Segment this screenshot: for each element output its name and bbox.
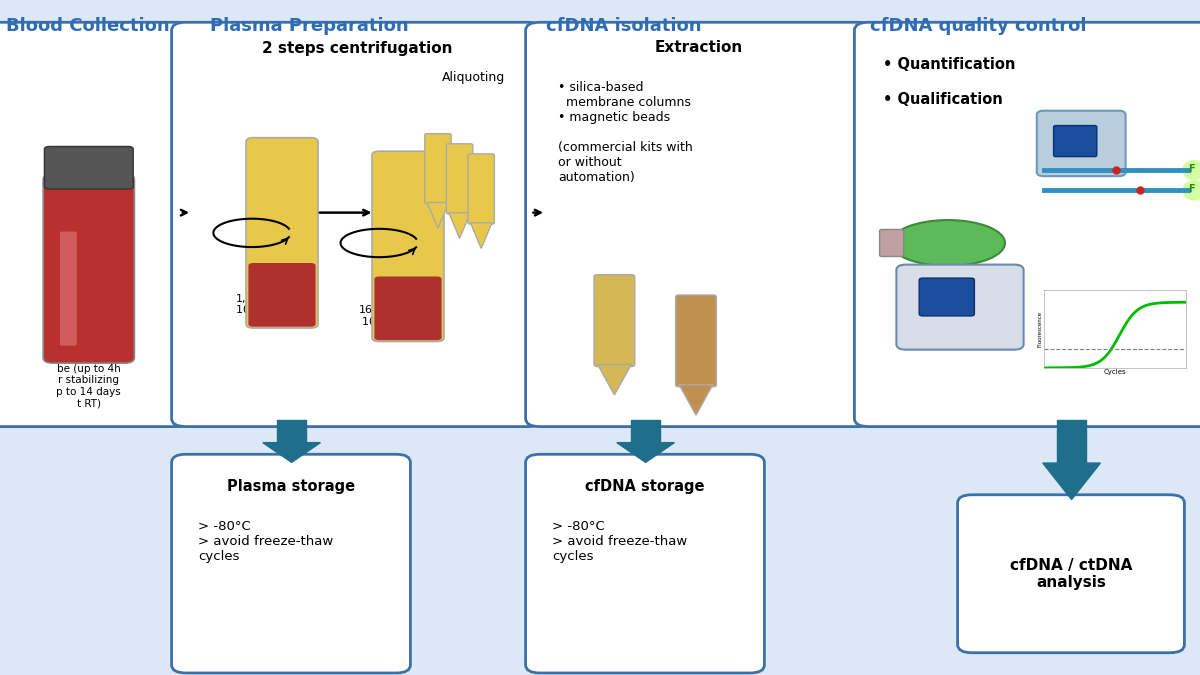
FancyBboxPatch shape: [880, 230, 904, 256]
Polygon shape: [277, 420, 306, 443]
Polygon shape: [263, 443, 320, 462]
FancyBboxPatch shape: [374, 277, 442, 340]
Text: Extraction: Extraction: [655, 40, 743, 55]
Text: > -80°C
> avoid freeze-thaw
cycles: > -80°C > avoid freeze-thaw cycles: [552, 520, 688, 563]
Polygon shape: [631, 420, 660, 443]
FancyBboxPatch shape: [896, 265, 1024, 350]
FancyBboxPatch shape: [446, 144, 473, 214]
Text: > -80°C
> avoid freeze-thaw
cycles: > -80°C > avoid freeze-thaw cycles: [198, 520, 334, 563]
Text: 16,000g
10 min: 16,000g 10 min: [359, 305, 404, 327]
Text: F: F: [1188, 164, 1195, 173]
Polygon shape: [1057, 420, 1086, 463]
FancyBboxPatch shape: [44, 146, 133, 189]
Text: • silica-based
  membrane columns
• magnetic beads

(commercial kits with
or wit: • silica-based membrane columns • magnet…: [558, 81, 692, 184]
FancyBboxPatch shape: [172, 22, 542, 427]
Ellipse shape: [1182, 180, 1200, 200]
FancyBboxPatch shape: [468, 154, 494, 224]
Polygon shape: [1043, 463, 1100, 500]
Text: be (up to 4h
r stabilizing
p to 14 days
t RT): be (up to 4h r stabilizing p to 14 days …: [56, 364, 121, 408]
FancyBboxPatch shape: [248, 263, 316, 327]
Polygon shape: [679, 385, 713, 415]
Text: Blood Collection: Blood Collection: [6, 17, 169, 35]
FancyBboxPatch shape: [676, 295, 716, 387]
Text: cfDNA / ctDNA
analysis: cfDNA / ctDNA analysis: [1010, 558, 1132, 590]
FancyBboxPatch shape: [172, 454, 410, 673]
Text: cfDNA storage: cfDNA storage: [586, 479, 704, 494]
Polygon shape: [617, 443, 674, 462]
FancyBboxPatch shape: [60, 232, 77, 346]
Text: Plasma Preparation: Plasma Preparation: [210, 17, 409, 35]
Text: Plasma storage: Plasma storage: [227, 479, 355, 494]
FancyBboxPatch shape: [246, 138, 318, 328]
FancyBboxPatch shape: [919, 278, 974, 316]
Text: • Quantification

• Qualification: • Quantification • Qualification: [883, 57, 1015, 107]
Polygon shape: [470, 223, 492, 248]
Polygon shape: [449, 213, 470, 238]
FancyBboxPatch shape: [594, 275, 635, 367]
Text: cfDNA quality control: cfDNA quality control: [870, 17, 1086, 35]
FancyBboxPatch shape: [1037, 111, 1126, 176]
FancyBboxPatch shape: [958, 495, 1184, 653]
FancyBboxPatch shape: [526, 454, 764, 673]
FancyBboxPatch shape: [43, 174, 134, 363]
Text: Aliquoting: Aliquoting: [443, 71, 505, 84]
FancyBboxPatch shape: [0, 22, 192, 427]
Text: cfDNA isolation: cfDNA isolation: [546, 17, 702, 35]
FancyBboxPatch shape: [372, 151, 444, 342]
FancyBboxPatch shape: [526, 22, 872, 427]
Ellipse shape: [1182, 160, 1200, 180]
Text: F: F: [1188, 184, 1195, 194]
Text: 2 steps centrifugation: 2 steps centrifugation: [262, 40, 452, 55]
Text: 1,200g
10 min: 1,200g 10 min: [236, 294, 275, 315]
FancyBboxPatch shape: [425, 134, 451, 204]
Polygon shape: [598, 364, 631, 395]
Polygon shape: [427, 202, 449, 228]
Ellipse shape: [890, 220, 1006, 266]
FancyBboxPatch shape: [854, 22, 1200, 427]
FancyBboxPatch shape: [1054, 126, 1097, 157]
